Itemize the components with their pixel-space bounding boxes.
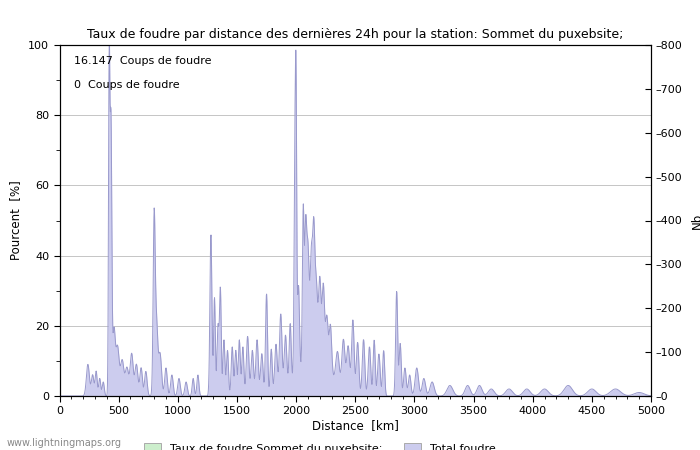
Legend: Taux de foudre Sommet du puxebsite;, Total foudre: Taux de foudre Sommet du puxebsite;, Tot… <box>144 443 496 450</box>
X-axis label: Distance  [km]: Distance [km] <box>312 419 399 432</box>
Text: www.lightningmaps.org: www.lightningmaps.org <box>7 438 122 448</box>
Title: Taux de foudre par distance des dernières 24h pour la station: Sommet du puxebsi: Taux de foudre par distance des dernière… <box>87 28 624 41</box>
Text: 0  Coups de foudre: 0 Coups de foudre <box>74 80 180 90</box>
Text: 16.147  Coups de foudre: 16.147 Coups de foudre <box>74 55 212 66</box>
Y-axis label: Nb: Nb <box>691 212 700 229</box>
Y-axis label: Pourcent  [%]: Pourcent [%] <box>10 180 22 261</box>
